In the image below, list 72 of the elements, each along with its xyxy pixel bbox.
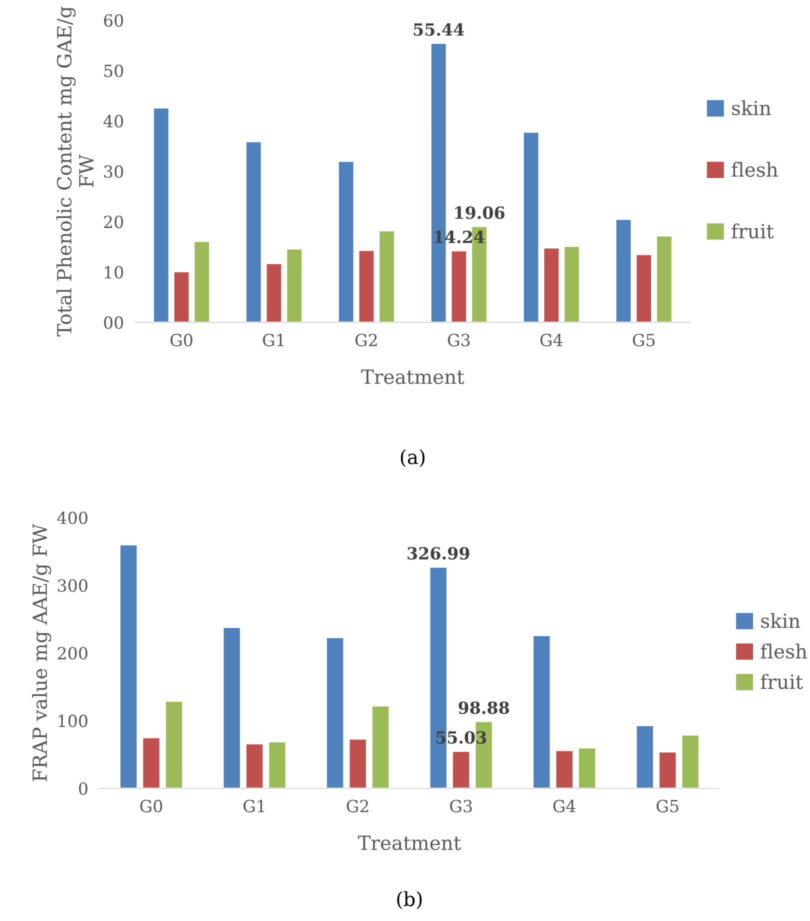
bar: [152, 107, 170, 322]
x-tick-label: G4: [540, 334, 563, 346]
data-label: 326.99: [408, 547, 470, 560]
bar: [522, 131, 540, 322]
y-tick-label: 60: [104, 14, 124, 27]
bar: [245, 140, 262, 322]
y-tick-label: 10: [104, 266, 124, 279]
data-label: 98.88: [458, 701, 510, 714]
y-tick-label: 50: [104, 64, 124, 78]
bar: [326, 636, 345, 788]
bar: [658, 751, 678, 788]
x-tick-label: G3: [450, 800, 472, 812]
x-tick-label: G4: [553, 800, 576, 812]
bar: [338, 160, 355, 322]
text: (a): [400, 449, 425, 468]
bar: [193, 240, 210, 322]
bar: [265, 262, 283, 322]
bar: [554, 750, 574, 788]
x-tick-label: G5: [656, 800, 678, 812]
bar: [164, 700, 184, 788]
bar: [450, 250, 468, 322]
legend-label: fruit: [760, 674, 804, 690]
bar: [532, 634, 552, 788]
x-tick-label: G3: [448, 334, 470, 346]
bar: [563, 246, 580, 322]
bar: [578, 747, 597, 788]
bar: [222, 626, 242, 788]
bar: [635, 254, 652, 322]
bar: [268, 740, 287, 788]
bar: [172, 270, 190, 322]
bar: [656, 235, 673, 322]
y-tick-label: 300: [58, 579, 88, 592]
bar: [286, 248, 303, 322]
legend-label: flesh: [732, 162, 778, 177]
y-tick-label: 30: [104, 165, 124, 178]
x-axis-title: Treatment: [358, 836, 462, 850]
bar: [378, 230, 396, 322]
x-tick-label: G0: [140, 800, 162, 812]
x-tick-label: G5: [632, 334, 655, 346]
bar: [635, 724, 654, 788]
bar: [358, 250, 376, 322]
legend-label: flesh: [760, 644, 807, 659]
bar: [452, 750, 471, 788]
data-label: 55.44: [414, 23, 464, 36]
y-axis-title: FRAP value mg AAE/g FW: [32, 524, 52, 782]
x-tick-label: G2: [355, 334, 377, 346]
bar: [142, 736, 161, 788]
legend-label: fruit: [732, 223, 774, 239]
x-tick-label: G1: [244, 800, 264, 812]
bar: [245, 743, 264, 788]
bar: [119, 544, 138, 788]
bar: [348, 738, 368, 788]
y-tick-label: 200: [58, 646, 88, 660]
y-axis-title: Total Phenolic Content mg GAE/g FW: [56, 6, 94, 336]
bar: [680, 734, 700, 788]
data-label: 19.06: [455, 206, 504, 219]
legend-label: skin: [761, 613, 800, 628]
bar: [542, 247, 560, 322]
y-tick-label: 20: [104, 216, 124, 228]
y-tick-label: 00: [104, 316, 124, 329]
bar: [614, 218, 632, 322]
bar: [371, 705, 390, 788]
x-tick-label: G2: [346, 800, 368, 812]
y-tick-label: 100: [58, 714, 88, 728]
x-tick-label: G1: [262, 334, 284, 346]
y-tick-label: 0: [79, 782, 88, 795]
legend-label: skin: [732, 100, 771, 116]
text: (b): [397, 891, 422, 910]
x-axis-title: Treatment: [361, 370, 464, 384]
y-tick-label: 400: [57, 512, 88, 524]
x-tick-label: G0: [170, 334, 192, 346]
y-tick-label: 40: [103, 114, 124, 128]
